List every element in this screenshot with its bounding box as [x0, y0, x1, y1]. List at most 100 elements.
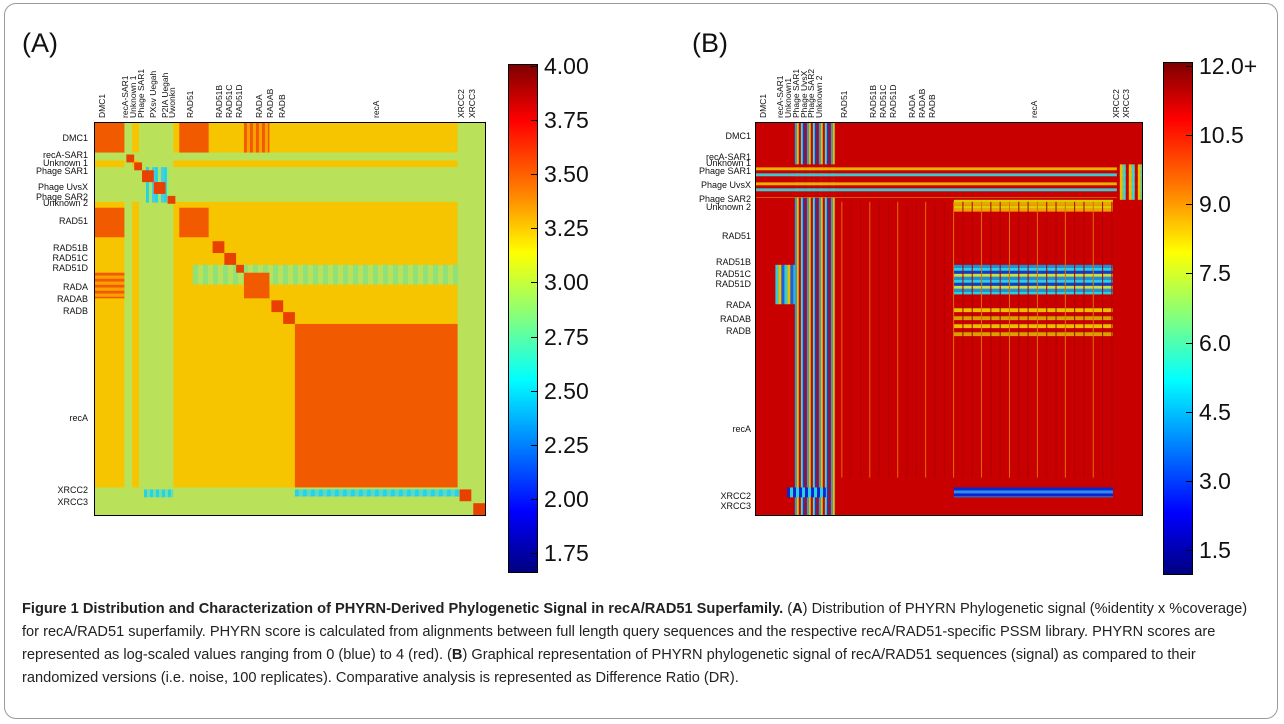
column-label: RAD51 [839, 90, 850, 118]
heatmap-a-green-strip [218, 264, 223, 285]
heatmap-b-streak [841, 201, 843, 478]
panel-label-b: (B) [692, 28, 728, 58]
heatmap-a-cyan-strip [378, 489, 383, 497]
heatmap-b-xrcc-col [1116, 164, 1120, 200]
heatmap-b-phage-column [824, 123, 827, 515]
heatmap-b-streak [887, 201, 889, 478]
heatmap-a-green-strip [328, 264, 333, 285]
heatmap-b-phage-column [830, 123, 833, 515]
colorbar-tick-label: 2.50 [544, 377, 589, 404]
heatmap-a-green-strip [398, 264, 403, 285]
colorbar-tick-mark [531, 282, 538, 284]
heatmap-a-offdiag-block [264, 123, 268, 153]
heatmap-a-offdiag-block [258, 123, 262, 153]
row-label: DMC1 [725, 130, 751, 141]
colorbar-tick-mark [1186, 135, 1193, 137]
figure-caption: Figure 1 Distribution and Characterizati… [22, 598, 1262, 690]
heatmap-a-cyan-strip [394, 489, 399, 497]
heatmap-b-recA-band [953, 270, 1113, 274]
heatmap-a-green-strip [203, 264, 208, 285]
colorbar-tick-mark [1186, 204, 1193, 206]
heatmap-b-phage-column [808, 123, 811, 515]
heatmap-b-streak [1064, 201, 1066, 478]
colorbar-tick-label: 2.25 [544, 431, 589, 458]
heatmap-b-xrcc-band [823, 487, 826, 498]
heatmap-b-xrcc-band [953, 493, 1113, 497]
heatmap-a-green-strip [323, 264, 328, 285]
heatmap-a-offdiag-block [95, 278, 125, 282]
heatmap-a-cyan-strip [159, 489, 162, 498]
heatmap-b-phage-row [756, 191, 1142, 195]
row-label: recA-SAR1 [705, 152, 751, 163]
heatmap-a-offdiag-block [252, 123, 256, 153]
row-label: Phage SAR1 [35, 166, 88, 177]
heatmap-b-streak [850, 201, 852, 478]
heatmap-a-offdiag-block [249, 123, 253, 153]
row-label: RADA [725, 300, 751, 311]
heatmap-a-green-strip [238, 264, 243, 285]
colorbar-tick-mark [1186, 273, 1193, 275]
heatmap-b-streak [971, 201, 973, 478]
heatmap-a-diagonal-square [134, 162, 143, 171]
heatmap-a-cyan-strip [446, 489, 451, 497]
heatmap-a-green-strip [268, 264, 273, 285]
heatmap-b-streak [999, 201, 1001, 478]
heatmap-b-phage-column [796, 123, 799, 515]
heatmap-b-xrcc-band [799, 487, 803, 498]
heatmap-a-diagonal-square [142, 170, 154, 183]
heatmap-a-offdiag-block [95, 281, 125, 285]
colorbar-tick-mark [1186, 480, 1193, 482]
colorbar-tick-mark [531, 390, 538, 392]
heatmap-b-recA-band [953, 312, 1113, 317]
heatmap-a-diagonal-square [473, 503, 485, 515]
heatmap-b-streak [1074, 201, 1076, 478]
heatmap-b-phage-column [792, 123, 795, 515]
heatmap-a-offdiag-block [179, 123, 209, 153]
row-label: RADAB [719, 314, 751, 324]
heatmap-a-green-strip [343, 264, 348, 285]
figure-frame [4, 3, 1278, 719]
heatmap-a-green-strip [458, 264, 460, 285]
heatmap-b-xrcc-band [820, 487, 824, 498]
heatmap-a-diagonal-block [95, 123, 125, 153]
heatmap-a-green-strip [388, 264, 393, 285]
heatmap-b-streak [1036, 201, 1038, 478]
heatmap-a-cyan-strip [410, 489, 415, 497]
heatmap-a-green-strip [308, 264, 313, 285]
column-label: RAD51 [185, 90, 196, 118]
heatmap-b-recA-band [953, 332, 1113, 337]
heatmap-b-xrcc-band [817, 487, 821, 498]
heatmap-a-green-strip [193, 264, 198, 285]
heatmap-b-recA-band [953, 199, 1113, 203]
row-label: XRCC2 [720, 491, 751, 502]
heatmap-a-green-strip [228, 264, 233, 285]
heatmap-b-phage-column [804, 123, 807, 515]
heatmap-b-left-band [775, 264, 779, 305]
colorbar-tick-label: 4.00 [544, 53, 589, 79]
heatmap-a-canvas [95, 123, 485, 515]
heatmap-b-streak [869, 201, 871, 478]
heatmap-b [755, 122, 1143, 516]
heatmap-b-recA-band [953, 320, 1113, 325]
row-label: RAD51B [52, 243, 88, 254]
heatmap-b-streak [1027, 201, 1029, 478]
heatmap-b-left-band [784, 264, 788, 305]
heatmap-b-streak [943, 201, 945, 478]
colorbar-tick-mark [531, 174, 538, 176]
heatmap-a-cyan-strip [354, 489, 359, 497]
colorbar-tick-mark [531, 444, 538, 446]
colorbar-tick-label: 12.0+ [1199, 53, 1258, 79]
heatmap-b-phage-row [756, 176, 1142, 180]
column-label: RADAB [265, 88, 276, 118]
heatmap-b-xrcc-band [811, 487, 815, 498]
heatmap-a-cyan-strip [358, 489, 363, 497]
heatmap-a-diagonal-square [224, 253, 237, 265]
heatmap-b-streak [962, 201, 964, 478]
heatmap-b-xrcc-col [1122, 164, 1126, 200]
colorbar-tick-label: 3.75 [544, 107, 589, 134]
heatmap-a-cyan-strip [156, 489, 159, 498]
heatmap-a-offdiag-block [95, 207, 125, 238]
heatmap-a-cyan-strip [390, 489, 395, 497]
heatmap-a-offdiag-block [243, 123, 247, 153]
heatmap-a-green-strip [223, 264, 228, 285]
